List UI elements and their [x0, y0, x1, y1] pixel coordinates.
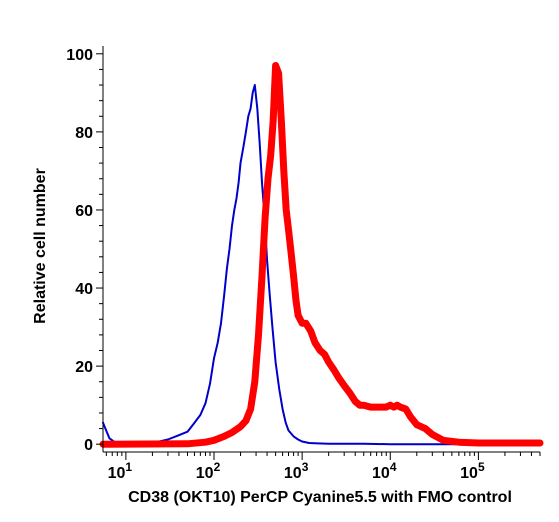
x-tick-label: 105 [460, 460, 485, 482]
axes: 0 20 40 60 80 100 101 102 103 104 105 [66, 46, 541, 482]
y-tick-label: 60 [75, 203, 93, 220]
y-tick-label: 100 [66, 47, 93, 64]
y-tick-label: 80 [75, 125, 93, 142]
y-tick-label: 0 [84, 437, 93, 454]
x-tick-label: 104 [372, 460, 397, 482]
series-line-2 [99, 62, 544, 448]
series-line-1 [102, 84, 541, 446]
y-axis-label: Relative cell number [32, 168, 49, 324]
x-tick-label: 103 [284, 460, 309, 482]
y-tick-label: 40 [75, 281, 93, 298]
x-tick-label: 102 [196, 460, 221, 482]
plot-area [99, 62, 544, 448]
x-tick-label: 101 [108, 460, 133, 482]
x-axis-label: CD38 (OKT10) PerCP Cyanine5.5 with FMO c… [128, 489, 512, 506]
y-tick-label: 20 [75, 359, 93, 376]
